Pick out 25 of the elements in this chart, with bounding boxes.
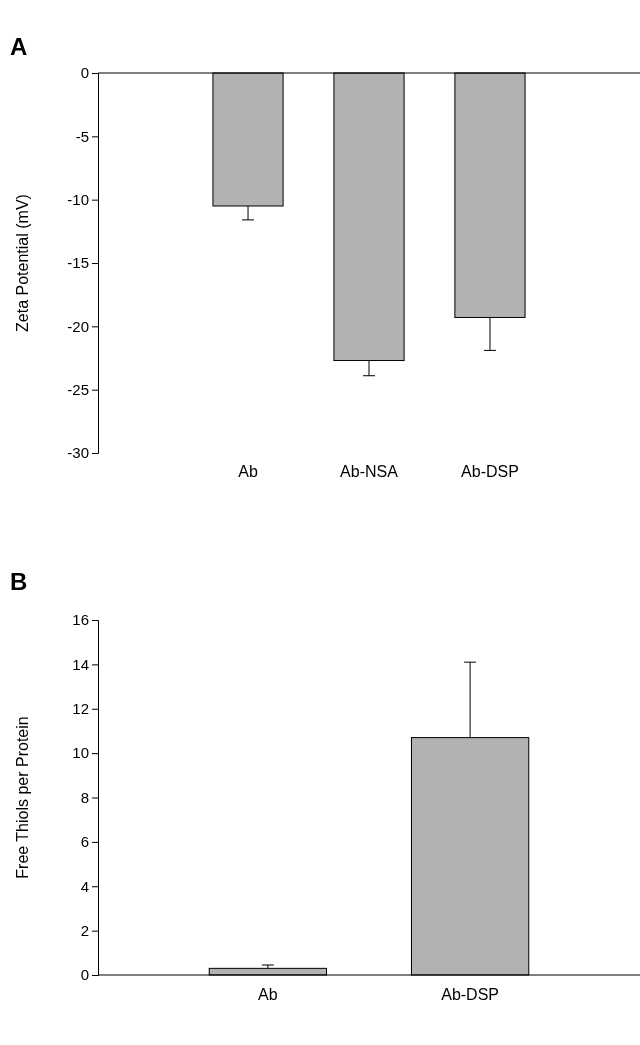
y-axis-title: Zeta Potential (mV) bbox=[14, 194, 31, 332]
chart-title: A bbox=[10, 33, 28, 60]
y-tick-label: 12 bbox=[72, 700, 89, 718]
y-tick-label: -30 bbox=[67, 444, 89, 462]
x-tick-label: Ab-DSP bbox=[461, 463, 519, 480]
y-tick-label: 2 bbox=[80, 921, 89, 939]
x-tick-label: Ab-DSP bbox=[441, 986, 500, 1003]
y-tick-label: -5 bbox=[75, 127, 89, 145]
chart-title: B bbox=[10, 568, 28, 595]
y-tick-label: 0 bbox=[80, 966, 89, 984]
y-tick-label: 8 bbox=[80, 788, 89, 806]
y-tick-label: -20 bbox=[67, 317, 89, 335]
y-tick-label: 14 bbox=[72, 655, 89, 673]
x-tick-label: Ab bbox=[238, 463, 258, 480]
y-tick-label: 4 bbox=[80, 877, 89, 895]
y-tick-label: 0 bbox=[80, 64, 89, 82]
x-tick-label: Ab-NSA bbox=[340, 463, 399, 480]
y-tick-label: -15 bbox=[67, 254, 89, 272]
y-tick-label: -10 bbox=[67, 190, 89, 208]
y-tick-label: 16 bbox=[72, 611, 89, 629]
y-tick-label: -25 bbox=[67, 380, 89, 398]
x-tick-label: Ab bbox=[258, 986, 278, 1003]
y-tick-label: 10 bbox=[72, 744, 89, 762]
y-axis-title: Free Thiols per Protein bbox=[14, 716, 31, 879]
y-tick-label: 6 bbox=[80, 833, 89, 851]
